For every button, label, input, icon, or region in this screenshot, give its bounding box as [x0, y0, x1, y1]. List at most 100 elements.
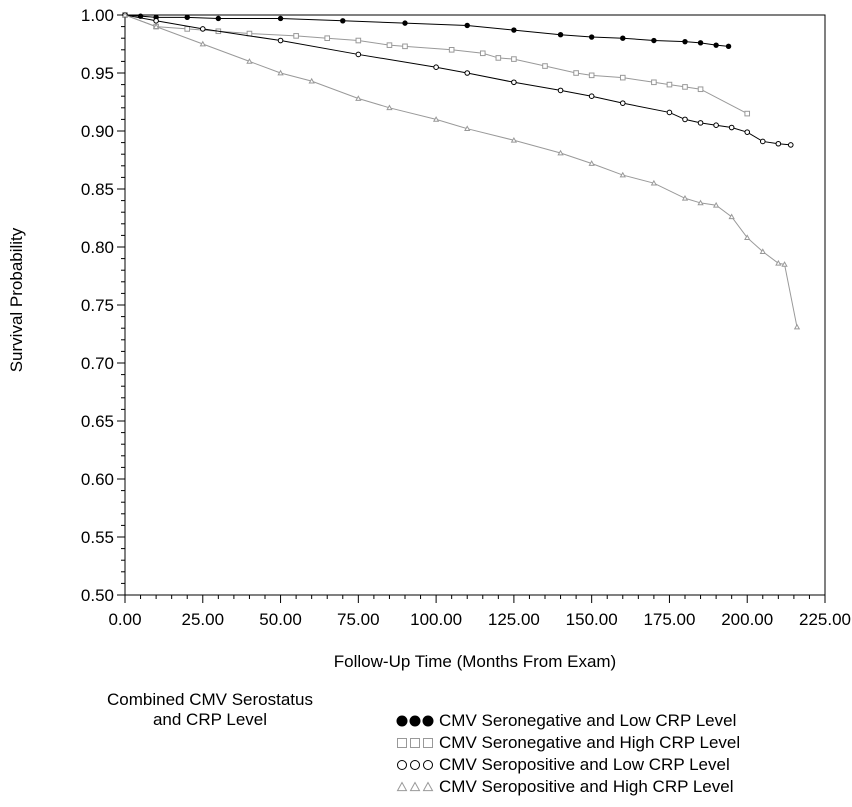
data-point: [293, 33, 299, 39]
y-tick-label: 0.90: [81, 122, 114, 141]
data-point: [422, 715, 434, 727]
data-point: [423, 738, 433, 748]
data-point: [215, 15, 222, 22]
data-point: [744, 110, 751, 117]
legend-marker: [397, 738, 433, 748]
data-point: [619, 100, 626, 106]
data-point: [511, 79, 517, 86]
y-axis-title: Survival Probability: [7, 227, 26, 372]
legend-item: CMV Seropositive and High CRP Level: [395, 776, 740, 798]
data-point: [759, 248, 766, 254]
legend-item: CMV Seropositive and Low CRP Level: [395, 754, 740, 776]
data-point: [152, 23, 160, 29]
data-point: [713, 42, 719, 48]
y-tick-label: 0.65: [81, 412, 114, 431]
data-point: [199, 26, 206, 32]
series-3: [122, 12, 794, 148]
data-point: [121, 11, 129, 18]
data-point: [775, 259, 782, 266]
data-point: [775, 140, 782, 147]
data-point: [697, 120, 704, 126]
legend-label: CMV Seronegative and Low CRP Level: [439, 711, 737, 730]
data-point: [573, 70, 579, 76]
data-point: [619, 74, 626, 81]
data-point: [728, 124, 735, 131]
x-tick-label: 50.00: [259, 610, 302, 629]
data-point: [682, 116, 688, 123]
x-tick-label: 200.00: [721, 610, 773, 629]
data-point: [787, 142, 794, 148]
data-point: [681, 194, 689, 201]
data-point: [410, 738, 420, 748]
data-point: [759, 138, 766, 145]
data-point: [511, 27, 517, 33]
data-point: [588, 72, 595, 79]
data-point: [433, 64, 439, 70]
y-axis: 0.50 0.55 0.60 0.65 0.70 0.75 0.80 0.85 0.90 0.95…: [81, 6, 125, 605]
data-point: [651, 79, 657, 86]
data-point: [423, 760, 433, 770]
y-tick-label: 0.75: [81, 296, 114, 315]
x-tick-label: 0.00: [108, 610, 141, 629]
data-point: [744, 129, 751, 135]
data-point: [479, 50, 486, 57]
data-point: [728, 213, 735, 220]
data-point: [511, 56, 517, 62]
legend-label: CMV Seronegative and High CRP Level: [439, 733, 741, 752]
data-point: [409, 781, 421, 792]
legend-title-line-1: Combined CMV Serostatus: [107, 690, 313, 709]
data-point: [396, 781, 408, 792]
data-point: [432, 116, 440, 122]
x-axis-title: Follow-Up Time (Months From Exam): [334, 652, 616, 671]
data-point: [464, 22, 470, 29]
x-tick-label: 100.00: [410, 610, 462, 629]
data-point: [620, 35, 626, 41]
y-tick-label: 0.80: [81, 238, 114, 257]
legend-label: CMV Seropositive and High CRP Level: [439, 777, 734, 796]
data-point: [464, 70, 471, 76]
data-point: [588, 160, 595, 166]
data-point: [246, 58, 253, 64]
x-tick-label: 25.00: [182, 610, 225, 629]
data-point: [184, 26, 191, 32]
legend-marker: [396, 781, 434, 792]
legend-item: CMV Seronegative and Low CRP Level: [395, 710, 740, 732]
data-point: [402, 20, 408, 26]
data-point: [557, 87, 564, 94]
data-point: [712, 201, 720, 208]
y-tick-label: 0.70: [81, 354, 114, 373]
data-point: [588, 93, 595, 99]
data-point: [386, 42, 393, 48]
data-point: [355, 37, 362, 44]
y-tick-label: 0.95: [81, 64, 114, 83]
x-tick-label: 225.00: [799, 610, 851, 629]
data-point: [153, 18, 159, 24]
data-point: [340, 18, 346, 24]
data-point: [682, 38, 688, 45]
series-line: [124, 14, 798, 328]
series-2: [122, 12, 751, 117]
data-point: [651, 37, 657, 44]
y-tick-label: 0.50: [81, 586, 114, 605]
data-point: [277, 15, 284, 22]
data-point: [464, 125, 471, 132]
data-point: [397, 760, 407, 770]
data-point: [619, 171, 626, 178]
data-point: [697, 40, 704, 46]
data-point: [725, 43, 732, 50]
data-point: [396, 715, 408, 727]
y-tick-label: 1.00: [81, 6, 114, 25]
data-point: [666, 81, 673, 88]
y-tick-label: 0.55: [81, 528, 114, 547]
data-point: [397, 738, 407, 748]
data-point: [355, 95, 362, 101]
data-point: [557, 32, 564, 38]
data-point: [793, 323, 801, 330]
data-point: [410, 760, 420, 770]
y-tick-label: 0.60: [81, 470, 114, 489]
data-point: [448, 47, 455, 53]
legend-marker: [397, 760, 433, 770]
data-point: [277, 37, 284, 44]
data-point: [542, 63, 548, 69]
